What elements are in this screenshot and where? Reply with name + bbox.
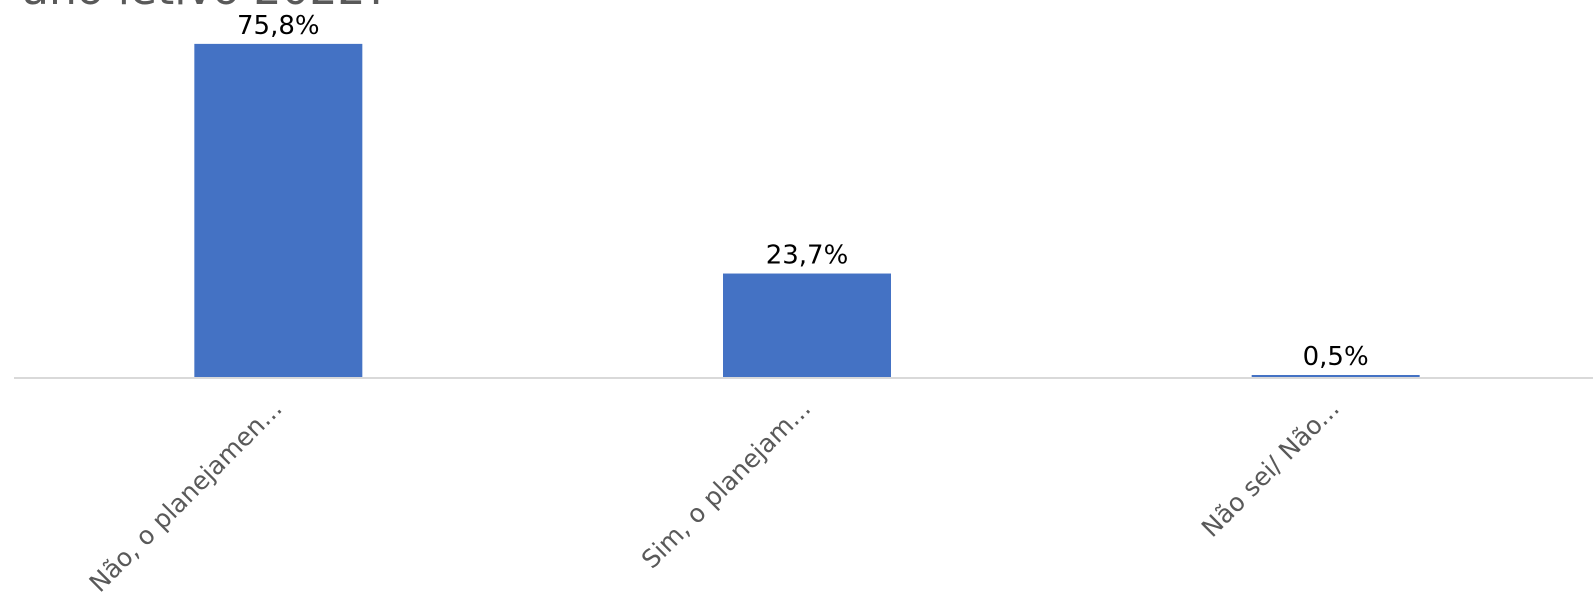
data-labels-group: 75,8% 23,7% 0,5% (237, 11, 1369, 372)
bar-2 (723, 273, 891, 378)
chart-title: ano letivo 2022? (22, 0, 389, 15)
x-tick-label-2: Sim, o planejam... (636, 394, 816, 574)
x-tick-label-3: Não sei/ Não... (1196, 394, 1345, 543)
bar-3 (1251, 375, 1420, 378)
data-label-2: 23,7% (766, 241, 849, 271)
data-label-3: 0,5% (1303, 342, 1369, 372)
tick-labels-group: Não, o planejamen... Sim, o planejam... Nã… (84, 394, 1345, 594)
bars-group (194, 43, 1420, 378)
bar-1 (194, 43, 363, 378)
data-label-1: 75,8% (237, 11, 320, 41)
x-tick-label-1: Não, o planejamen... (84, 394, 288, 594)
